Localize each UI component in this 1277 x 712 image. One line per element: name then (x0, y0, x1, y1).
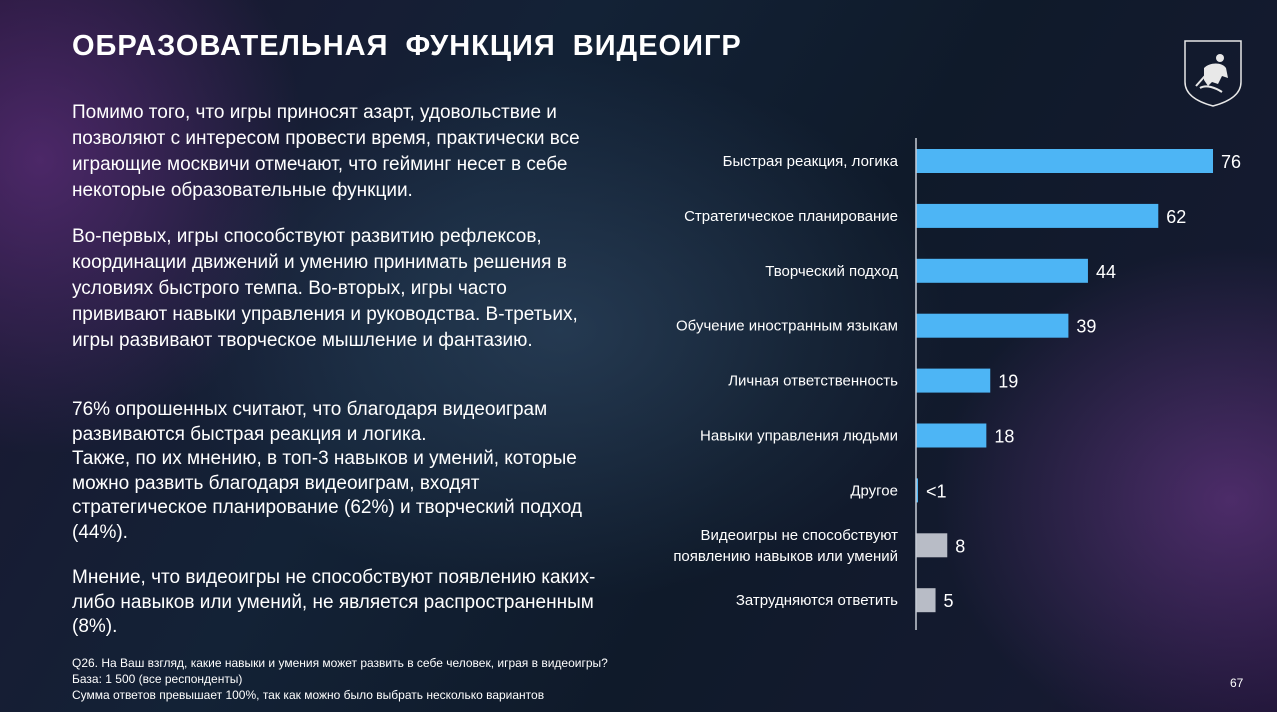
category-label-4: Личная ответственность (728, 373, 898, 390)
findings-paragraph: 76% опрошенных считают, что благодаря ви… (72, 398, 607, 545)
findings-line-2: Также, по их мнению, в топ-3 навыков и у… (72, 448, 582, 543)
bar-1 (916, 203, 1159, 228)
skills-bar-chart: Быстрая реакция, логика 76 Стратегическое … (673, 138, 1241, 630)
bar-2 (916, 258, 1088, 283)
bar-0 (916, 149, 1213, 173)
value-label-0: 76 (1221, 152, 1241, 172)
bar-7 (916, 533, 948, 558)
bar-3 (916, 313, 1069, 338)
value-label-2: 44 (1096, 262, 1116, 282)
value-label-4: 19 (998, 372, 1018, 392)
category-label-5: Навыки управления людьми (700, 428, 898, 445)
conclusion-paragraph: Мнение, что видеоигры не способствуют по… (72, 567, 596, 637)
bar-4 (916, 368, 991, 393)
category-label-7-0: Видеоигры не способствуют (701, 527, 899, 544)
category-label-1: Стратегическое планирование (684, 208, 898, 225)
footnote-note: Сумма ответов превышает 100%, так как мо… (72, 688, 545, 702)
findings-line-1: 76% опрошенных считают, что благодаря ви… (72, 399, 548, 445)
category-label-6: Другое (850, 482, 898, 499)
details-paragraph: Во-первых, игры способствуют развитию ре… (72, 226, 578, 351)
category-label-0: Быстрая реакция, логика (723, 153, 899, 170)
value-label-3: 39 (1076, 317, 1096, 337)
value-label-5: 18 (994, 427, 1014, 447)
value-label-8: 5 (944, 591, 954, 611)
category-label-3: Обучение иностранным языкам (676, 318, 898, 335)
bar-6 (916, 478, 918, 503)
bar-5 (916, 423, 987, 448)
category-label-7-1: появлению навыков или умений (673, 548, 898, 565)
value-label-7: 8 (955, 536, 965, 556)
value-label-6: <1 (926, 481, 947, 501)
intro-paragraph: Помимо того, что игры приносят азарт, уд… (72, 102, 580, 201)
page-number: 67 (1230, 676, 1244, 690)
category-label-8: Затрудняются ответить (736, 592, 898, 609)
footnote-question: Q26. На Ваш взгляд, какие навыки и умени… (72, 656, 608, 670)
category-label-2: Творческий подход (765, 263, 898, 280)
footnote-base: База: 1 500 (все респонденты) (72, 672, 243, 686)
bar-8 (916, 588, 936, 613)
footnote: Q26. На Ваш взгляд, какие навыки и умени… (72, 655, 608, 703)
page-title: ОБРАЗОВАТЕЛЬНАЯ ФУНКЦИЯ ВИДЕОИГР (72, 30, 742, 62)
value-label-1: 62 (1166, 207, 1186, 227)
moscow-coat-of-arms-icon (1184, 40, 1242, 107)
